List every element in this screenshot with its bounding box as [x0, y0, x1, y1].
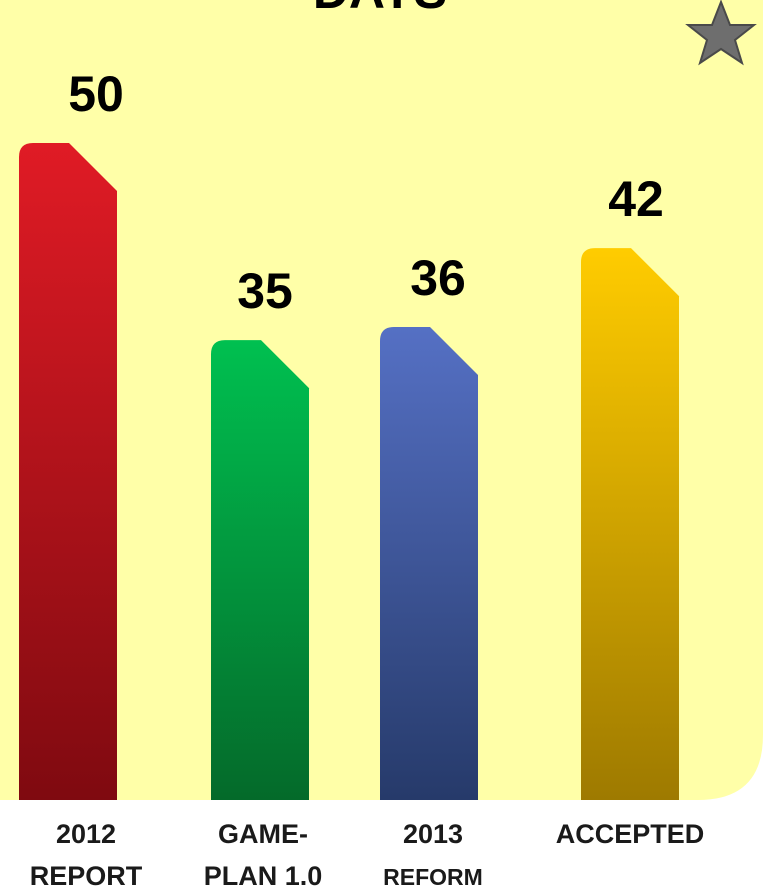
chart-title: DAYS: [313, 0, 447, 19]
category-label-0-1: REPORT: [30, 861, 143, 891]
bar-0: [19, 143, 117, 800]
category-labels-group: 2012 REPORT GAME- PLAN 1.0 2013 REFORM ACCEPTE…: [30, 819, 705, 891]
category-label-3-0: ACCEPTED: [556, 819, 705, 849]
category-label-1-0: GAME-: [218, 819, 308, 849]
value-label-1: 35: [237, 263, 293, 319]
value-label-0: 50: [68, 66, 124, 122]
star-icon: [685, 0, 757, 66]
category-label-2-0: 2013: [403, 819, 463, 849]
value-labels-group: 50 35 36 42: [68, 66, 664, 319]
category-label-2-1: REFORM: [383, 864, 483, 890]
bars-group: [19, 143, 679, 800]
value-label-2: 36: [410, 250, 466, 306]
bar-2: [380, 326, 478, 800]
value-label-3: 42: [608, 171, 664, 227]
bar-3: [581, 248, 679, 800]
category-label-0-0: 2012: [56, 819, 116, 849]
bar-1: [211, 340, 309, 800]
category-label-1-1: PLAN 1.0: [204, 861, 323, 891]
